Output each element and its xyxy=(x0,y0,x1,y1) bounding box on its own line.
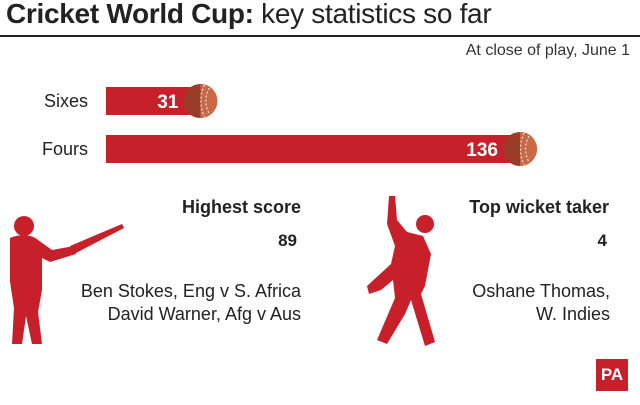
boundaries-bar-chart: Sixes 31 Fours 136 xyxy=(42,84,537,166)
page-title: Cricket World Cup: key statistics so far xyxy=(6,0,492,30)
data-label: 31 xyxy=(157,92,179,113)
ball-seam xyxy=(200,84,205,118)
highest-score-line: Ben Stokes, Eng v S. Africa xyxy=(80,281,301,301)
title-bold: Cricket World Cup: xyxy=(6,0,254,29)
ball-seam xyxy=(524,135,530,163)
category-label: Fours xyxy=(42,139,88,159)
highest-score-heading: Highest score xyxy=(181,197,301,217)
bowler-silhouette-icon xyxy=(367,196,435,346)
top-wicket-taker-line: Oshane Thomas, xyxy=(472,281,610,301)
pa-logo: PA xyxy=(596,359,628,391)
highest-score-line: David Warner, Afg v Aus xyxy=(107,304,301,324)
title-divider xyxy=(0,35,640,37)
ball-seam xyxy=(519,132,525,166)
title-rest: key statistics so far xyxy=(253,0,492,29)
ball-seam xyxy=(205,87,210,115)
top-wicket-taker-value: 4 xyxy=(597,231,607,250)
batsman-silhouette-icon xyxy=(10,216,124,344)
category-label: Sixes xyxy=(44,91,88,111)
bar xyxy=(106,135,520,163)
top-wicket-taker-line: W. Indies xyxy=(535,304,610,324)
ball-highlight xyxy=(520,132,537,166)
highest-score-value: 89 xyxy=(278,231,297,250)
data-label: 136 xyxy=(466,140,498,161)
ball-highlight xyxy=(200,84,218,118)
subtitle: At close of play, June 1 xyxy=(465,42,630,59)
top-wicket-taker-heading: Top wicket taker xyxy=(469,197,609,217)
